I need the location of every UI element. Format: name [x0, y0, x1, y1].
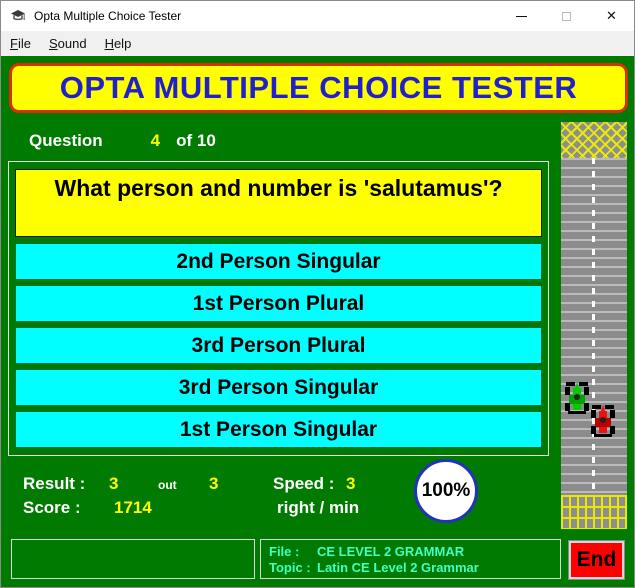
finish-line — [561, 122, 627, 158]
answer-option-2[interactable]: 1st Person Plural — [15, 285, 542, 322]
opponent-car-red — [591, 405, 615, 437]
percent-correct-badge: 100% — [414, 459, 478, 523]
track-center-line — [592, 158, 595, 495]
topic-value: Latin CE Level 2 Grammar — [317, 560, 479, 575]
rate-label: right / min — [277, 498, 360, 517]
file-value: CE LEVEL 2 GRAMMAR — [317, 544, 465, 559]
menu-sound[interactable]: Sound — [48, 36, 87, 51]
window-title: Opta Multiple Choice Tester — [34, 9, 182, 23]
score-value: 1714 — [114, 498, 152, 517]
speed-value: 3 — [346, 474, 356, 493]
question-total: of 10 — [176, 131, 216, 150]
score-label: Score : — [23, 498, 81, 517]
end-button[interactable]: End — [568, 540, 625, 580]
out-total: 3 — [209, 474, 219, 493]
out-label: out — [158, 478, 177, 492]
maximize-button[interactable] — [544, 1, 589, 31]
menu-file[interactable]: File — [10, 36, 31, 51]
close-button[interactable]: ✕ — [589, 1, 634, 31]
banner-title: OPTA MULTIPLE CHOICE TESTER — [59, 70, 578, 105]
message-box — [11, 539, 255, 579]
file-label: File : — [269, 544, 300, 559]
question-text-box: What person and number is 'salutamus'? — [15, 169, 542, 237]
app-banner: OPTA MULTIPLE CHOICE TESTER — [9, 63, 628, 113]
quiz-panel: What person and number is 'salutamus'? 2… — [8, 161, 549, 456]
answer-option-3[interactable]: 3rd Person Plural — [15, 327, 542, 364]
title-bar: Opta Multiple Choice Tester ✕ — [1, 1, 634, 31]
minimize-button[interactable] — [499, 1, 544, 31]
file-info-box: File : CE LEVEL 2 GRAMMAR Topic : Latin … — [260, 539, 561, 579]
speed-label: Speed : — [273, 474, 335, 493]
player-car-green — [565, 382, 589, 414]
topic-label: Topic : — [269, 560, 311, 575]
question-label: Question — [29, 131, 103, 150]
starting-grid — [561, 495, 627, 529]
answer-option-1[interactable]: 2nd Person Singular — [15, 243, 542, 280]
close-icon: ✕ — [606, 8, 617, 23]
answer-option-5[interactable]: 1st Person Singular — [15, 411, 542, 448]
menu-help[interactable]: Help — [104, 36, 132, 51]
menu-bar: File Sound Help — [1, 31, 634, 56]
answer-option-4[interactable]: 3rd Person Singular — [15, 369, 542, 406]
maximize-icon — [562, 11, 571, 21]
question-counter: Question 4 of 10 — [29, 131, 216, 153]
graduation-cap-icon — [11, 10, 26, 21]
result-label: Result : — [23, 474, 86, 493]
race-track — [561, 122, 627, 529]
window-controls: ✕ — [499, 1, 634, 31]
minimize-icon — [516, 15, 527, 17]
result-value: 3 — [109, 474, 119, 493]
percent-value: 100% — [421, 480, 471, 501]
question-number: 4 — [150, 131, 161, 150]
